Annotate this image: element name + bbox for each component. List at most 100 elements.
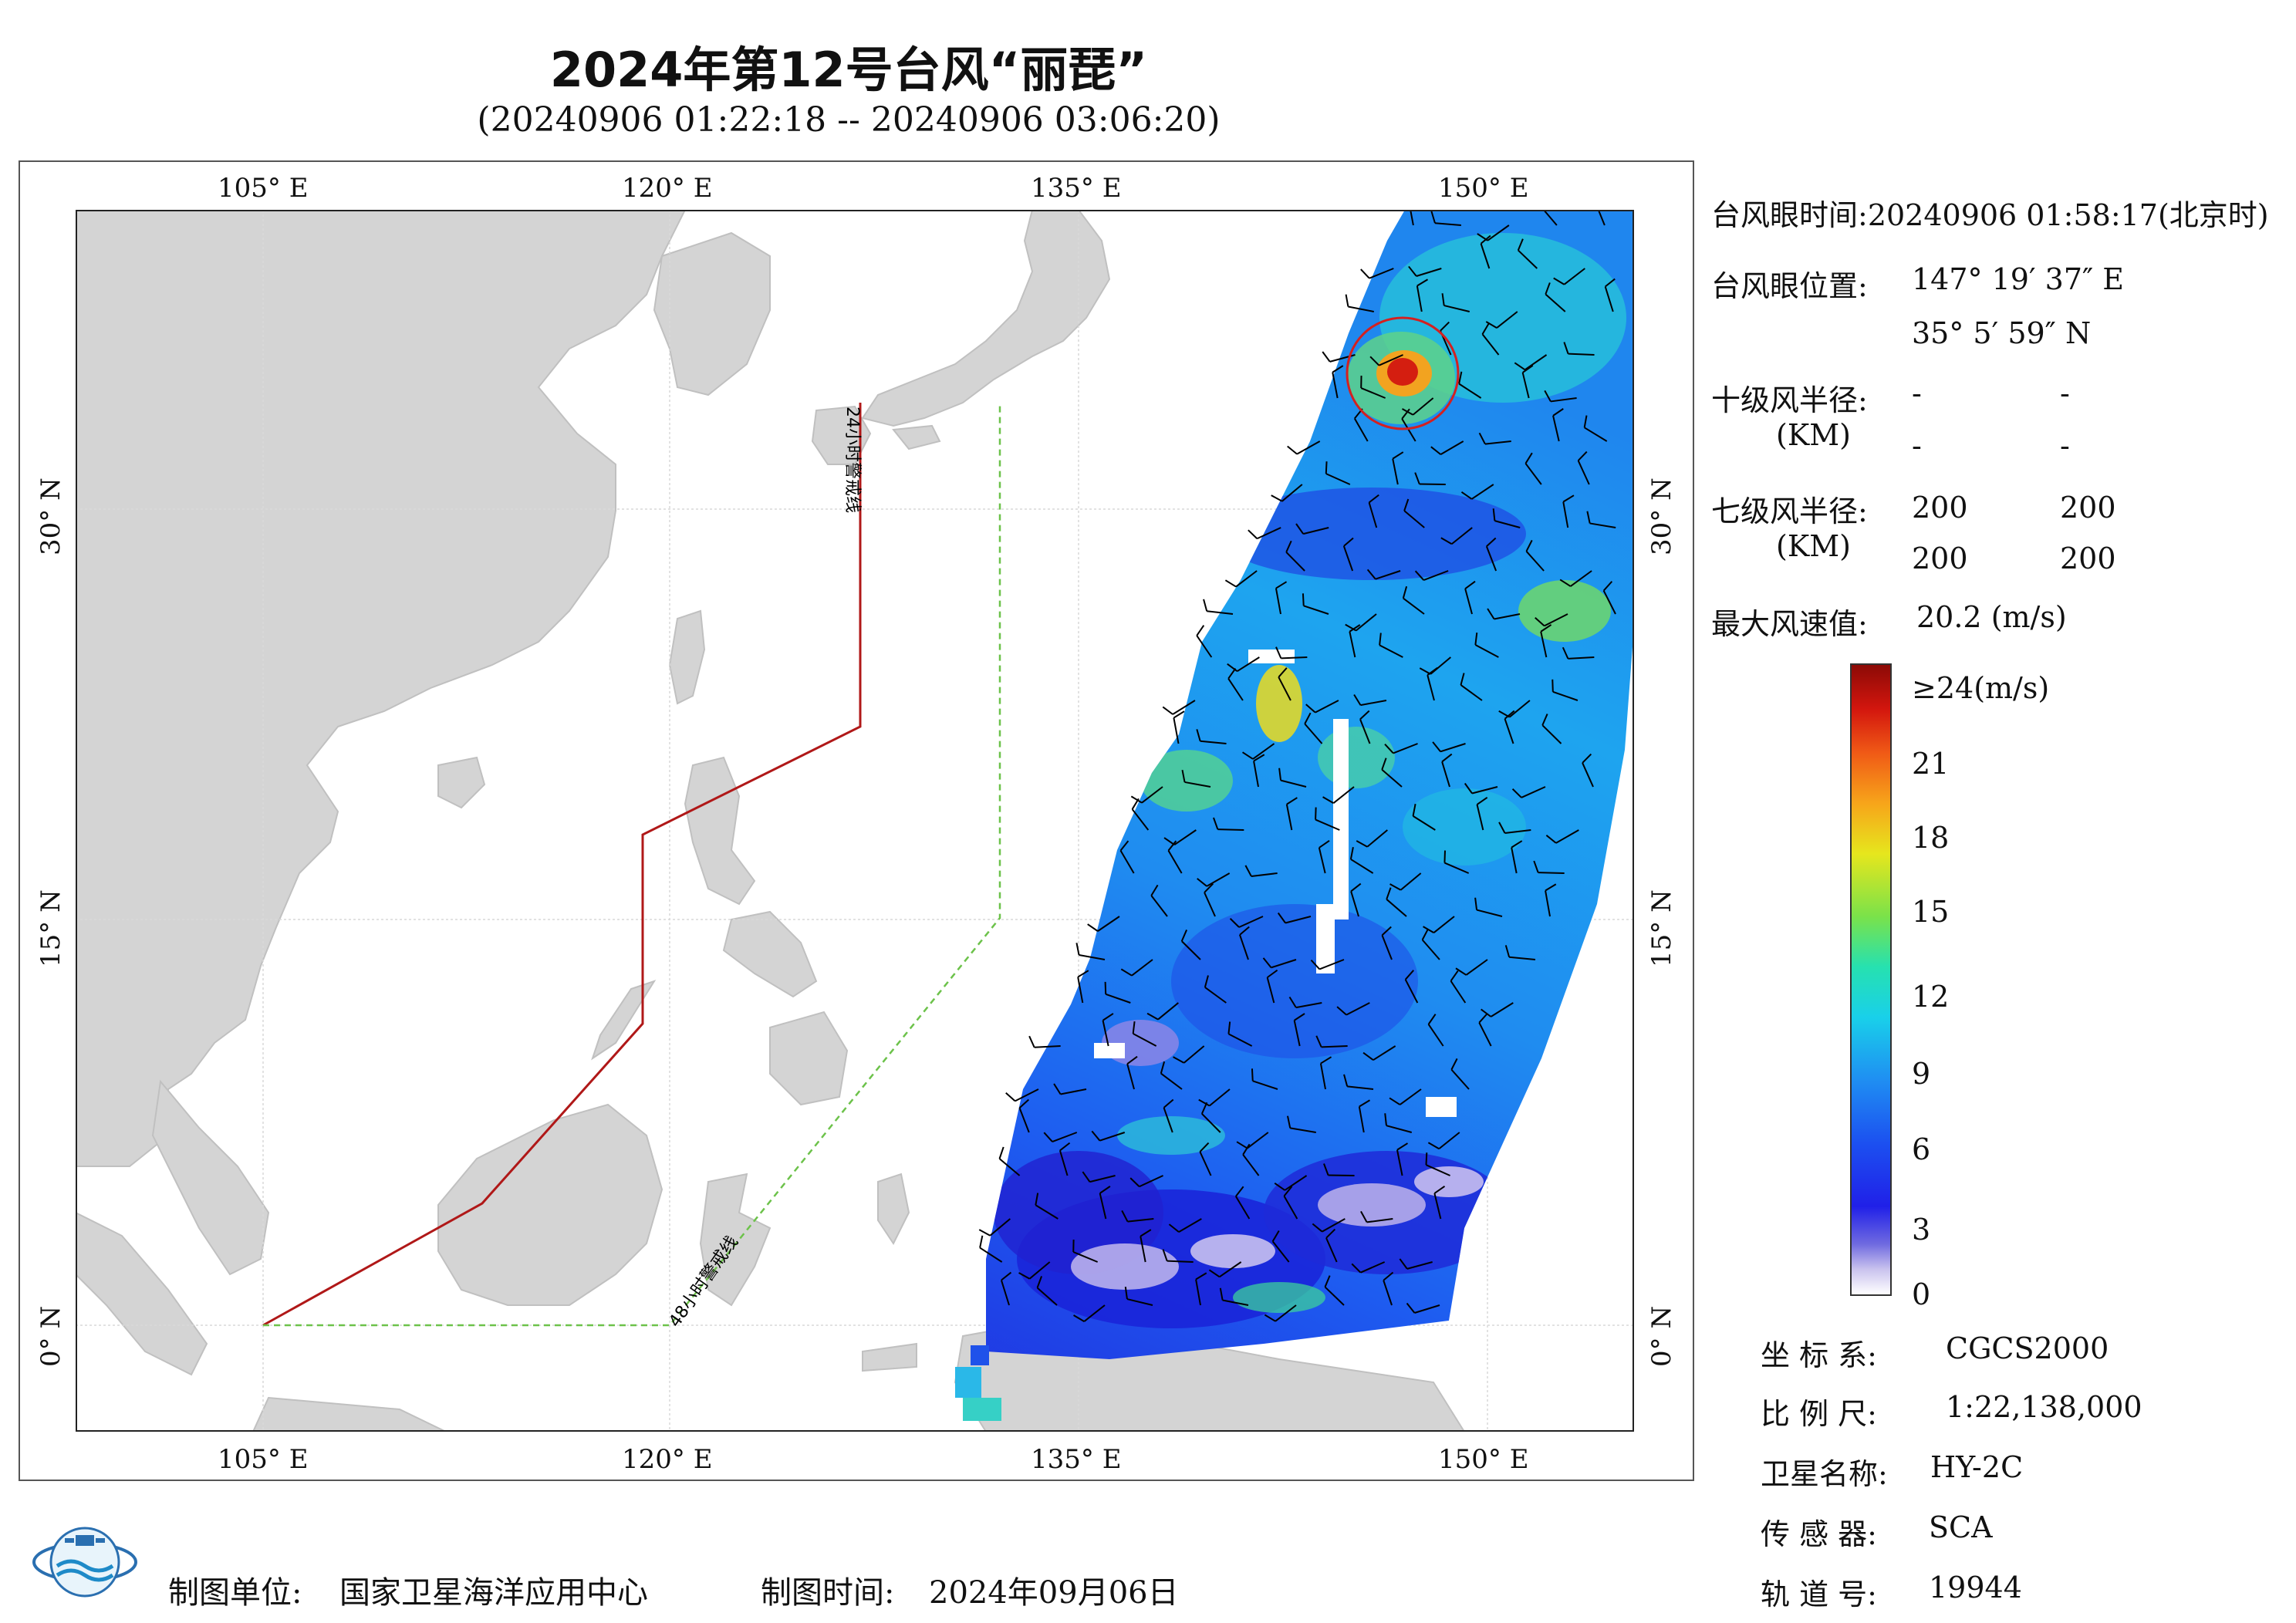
max-wind-value: 20.2 (m/s): [1916, 600, 2067, 634]
wind-barb-flag: [1274, 1182, 1285, 1191]
land-malay: [151, 1079, 270, 1276]
scale-label: 比 例 尺:: [1761, 1397, 1877, 1431]
wind-barb: [1195, 1279, 1201, 1306]
wind-barb-flag: [1162, 1249, 1168, 1261]
wind-barbs: [978, 210, 1616, 1322]
wind-barb: [1399, 1088, 1422, 1105]
wind-barb-flag: [1402, 585, 1408, 599]
wind-barb-flag: [1325, 461, 1328, 474]
wind-barb: [1403, 597, 1425, 615]
r7-value-sw: 200: [1912, 542, 1968, 575]
wind-barb-flag: [1120, 968, 1133, 977]
wind-barb: [1386, 1125, 1413, 1133]
time-range-subtitle: (20240906 01:22:18 -- 20240906 03:06:20): [477, 100, 1221, 140]
wind-barb: [1280, 779, 1307, 788]
wind-barb-flag: [1464, 782, 1473, 795]
wind-barb-flag: [1173, 710, 1185, 719]
wind-barb-flag: [1160, 1061, 1166, 1074]
wind-barb: [1285, 552, 1305, 572]
wind-barb: [1234, 1196, 1251, 1220]
wind-barb: [1443, 305, 1470, 312]
wind-barb: [1099, 1132, 1126, 1142]
wind-barb-flag: [1302, 593, 1305, 606]
wind-barb-flag: [1351, 1263, 1362, 1274]
wind-barb: [1252, 743, 1275, 760]
wind-field-map[interactable]: 24小时警戒线 48小时警戒线: [76, 210, 1634, 1432]
eye-position-label: 台风眼位置:: [1711, 269, 1868, 303]
wind-barb: [1097, 916, 1120, 932]
wind-barb: [1204, 892, 1216, 917]
wind-barb-flag: [1343, 1074, 1349, 1087]
land-java: [252, 1396, 447, 1432]
wind-barb-flag: [1458, 371, 1463, 384]
lat-label-right-0: 0° N: [1646, 1305, 1677, 1367]
wind-barb: [989, 1218, 1011, 1237]
land-palawan: [591, 980, 657, 1061]
wind-barb: [1379, 354, 1403, 366]
wind-barb-flag: [1325, 1228, 1336, 1239]
wind-barb-flag: [1605, 278, 1616, 288]
wind-barb: [1271, 1240, 1290, 1263]
wind-barb-flag: [1248, 529, 1258, 539]
wind-barb: [1440, 440, 1464, 455]
wind-barb: [1464, 588, 1473, 615]
wind-barb-flag: [1384, 743, 1394, 754]
wind-barb-flag: [1525, 539, 1533, 552]
wind-barb-flag: [1545, 835, 1557, 844]
wind-barb-flag: [1582, 753, 1592, 764]
wind-barb: [979, 1247, 1003, 1263]
land-japan-kyushu: [811, 405, 872, 465]
wind-barb-flag: [1253, 754, 1265, 762]
wind-barb: [1350, 891, 1359, 917]
wind-barb: [1471, 786, 1498, 795]
wind-barb-flag: [1224, 579, 1237, 588]
wind-barb-flag: [1018, 1272, 1031, 1280]
wind-barb-flag: [1559, 579, 1572, 587]
wind-barb: [1540, 631, 1548, 658]
lat-label-left-30: 30° N: [35, 477, 66, 555]
wind-barb: [1163, 1107, 1173, 1133]
wind-barb: [1496, 311, 1518, 329]
wind-barb: [1252, 1080, 1278, 1090]
wind-barb: [1403, 510, 1425, 528]
wind-barb-flag: [1353, 693, 1362, 706]
wind-barb-flag: [1323, 1163, 1329, 1176]
swath-fragments: [955, 1345, 1001, 1421]
wind-barb-flag: [1416, 278, 1429, 287]
wind-barb: [1487, 224, 1510, 241]
crs-label: 坐 标 系:: [1761, 1338, 1877, 1372]
wind-barb-flag: [1368, 494, 1379, 504]
wind-barb-flag: [1119, 840, 1129, 852]
wind-barb: [1342, 545, 1354, 572]
wind-barb-flag: [1018, 1098, 1030, 1109]
wind-barb-flag: [1235, 1186, 1244, 1197]
wind-barb-flag: [1389, 1097, 1401, 1105]
sensor-label: 传 感 器:: [1761, 1517, 1877, 1551]
wind-barb: [1200, 740, 1227, 744]
wind-barb: [1521, 372, 1530, 399]
wind-barb-flag: [1511, 840, 1523, 849]
wind-barb: [1072, 1251, 1099, 1263]
wind-barb-flag: [1401, 408, 1410, 420]
lon-label-top-135: 135° E: [1031, 173, 1122, 204]
wind-barb: [1414, 1304, 1440, 1314]
wind-barb: [1077, 977, 1084, 1004]
wind-barb: [1028, 1261, 1051, 1280]
wind-barb-flag: [1241, 751, 1254, 760]
wind-barb: [1319, 1063, 1326, 1090]
wind-barb-flag: [1043, 1132, 1053, 1142]
wind-barb: [1239, 934, 1249, 960]
wind-barb: [1550, 397, 1577, 403]
wind-barb: [1332, 786, 1355, 804]
r10-value-nw: -: [2060, 429, 2070, 463]
r7-unit: (KM): [1776, 529, 1851, 563]
wind-barb: [1379, 644, 1403, 658]
wind-barb: [1315, 818, 1340, 831]
wind-barb: [1392, 458, 1399, 485]
wind-barb-flag: [1359, 1099, 1371, 1108]
wind-barb: [1524, 463, 1542, 485]
wind-barb: [1293, 1020, 1301, 1047]
wind-barb-flag: [1389, 883, 1402, 891]
wind-barb-flag: [1430, 446, 1441, 455]
wind-barb-flag: [1343, 537, 1354, 547]
